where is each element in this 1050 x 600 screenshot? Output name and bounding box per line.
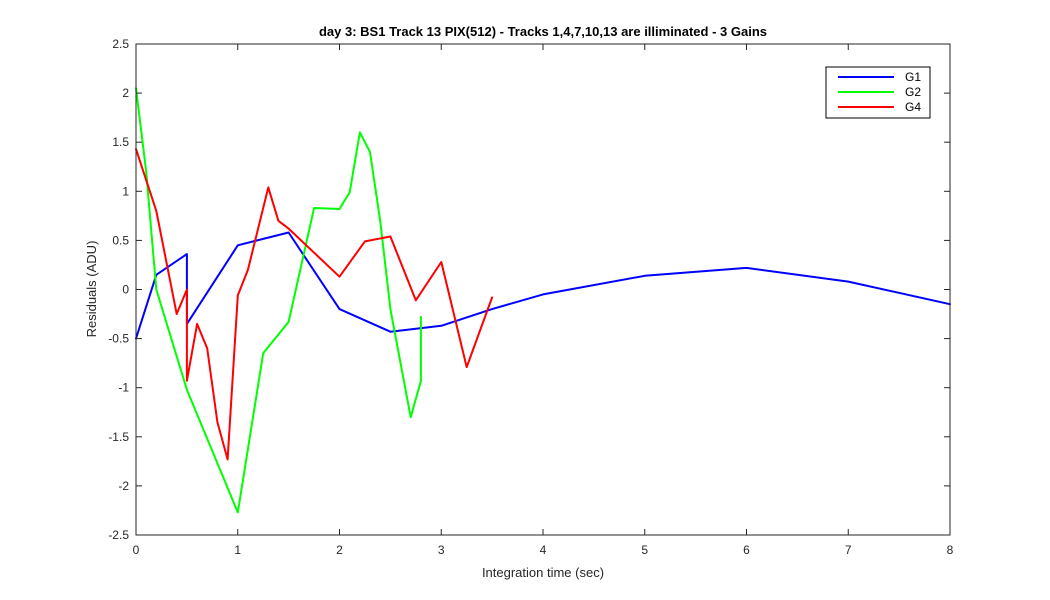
x-axis-label: Integration time (sec) bbox=[482, 565, 604, 580]
y-tick-label: 2 bbox=[122, 86, 129, 100]
y-tick-label: 0 bbox=[122, 283, 129, 297]
x-tick-label: 0 bbox=[133, 543, 140, 557]
y-tick-label: -1 bbox=[118, 381, 129, 395]
plot-area: 0 1 2 3 4 5 6 7 8 -2.5 -2 -1.5 -1 -0.5 0 0.5 1 1.5 2 2.5 bbox=[108, 37, 953, 557]
x-tick-label: 5 bbox=[641, 543, 648, 557]
axes-frame bbox=[135, 43, 951, 536]
y-tick-label: 1.5 bbox=[112, 135, 129, 149]
x-tick-label: 3 bbox=[438, 543, 445, 557]
series-line-g4 bbox=[135, 148, 494, 461]
legend-label-g4: G4 bbox=[905, 100, 921, 114]
series-line-g1 bbox=[135, 231, 951, 340]
y-tick-label: 1 bbox=[122, 184, 129, 198]
legend-label-g2: G2 bbox=[905, 85, 921, 99]
series-line-g2 bbox=[135, 87, 422, 514]
axes-background bbox=[136, 44, 950, 535]
chart-title: day 3: BS1 Track 13 PIX(512) - Tracks 1,… bbox=[319, 24, 767, 39]
x-tick-label: 8 bbox=[947, 543, 954, 557]
x-tick-label: 1 bbox=[234, 543, 241, 557]
x-tick-label: 4 bbox=[540, 543, 547, 557]
y-tick-label: -2.5 bbox=[108, 528, 129, 542]
x-tick-label: 7 bbox=[845, 543, 852, 557]
y-tick-label: 2.5 bbox=[112, 37, 129, 51]
y-axis-label: Residuals (ADU) bbox=[84, 241, 99, 338]
y-tick-label: 0.5 bbox=[112, 233, 129, 247]
y-tick-label: -2 bbox=[118, 479, 129, 493]
y-tick-label: -1.5 bbox=[108, 430, 129, 444]
x-tick-label: 2 bbox=[336, 543, 343, 557]
legend-label-g1: G1 bbox=[905, 70, 921, 84]
ticks-layer: 0 1 2 3 4 5 6 7 8 -2.5 -2 -1.5 -1 -0.5 0 0.5 1 1.5 2 2.5 bbox=[108, 37, 953, 557]
series-layer bbox=[135, 87, 951, 514]
x-tick-label: 6 bbox=[743, 543, 750, 557]
y-tick-label: -0.5 bbox=[108, 332, 129, 346]
